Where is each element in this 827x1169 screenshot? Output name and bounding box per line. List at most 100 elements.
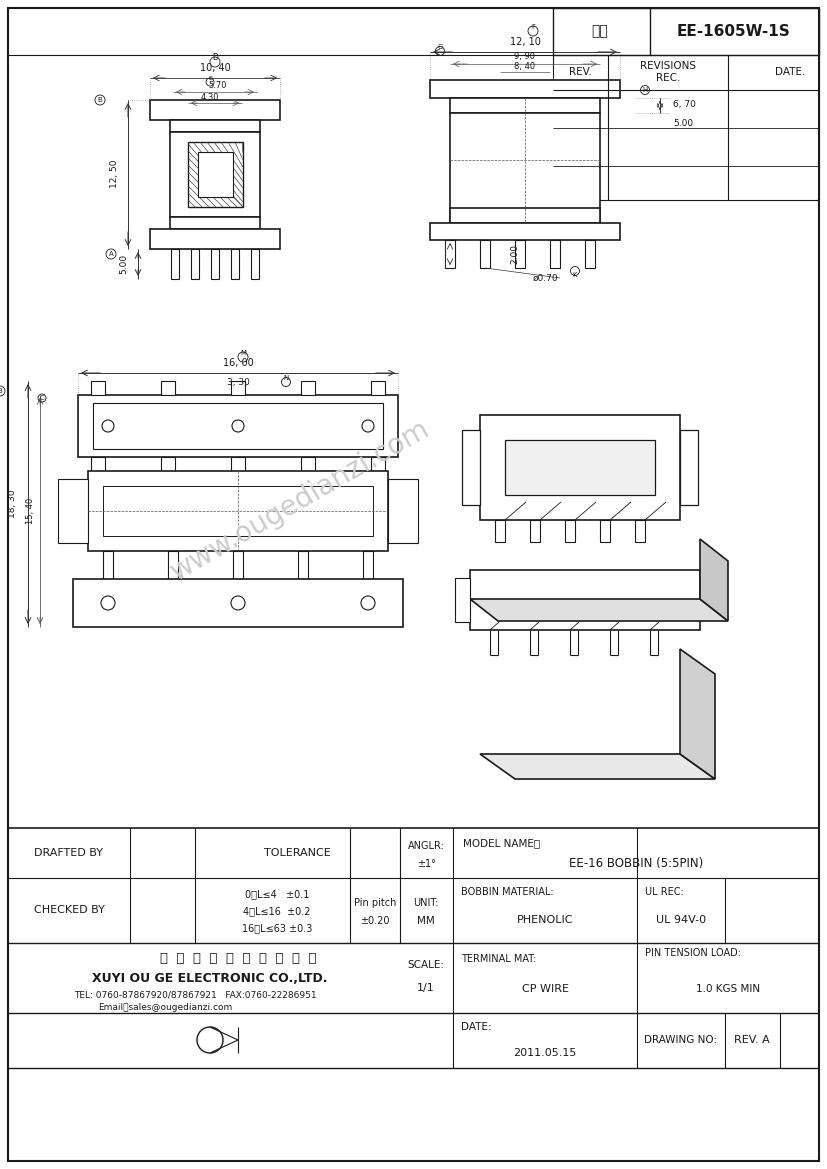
Bar bbox=[233, 551, 243, 579]
Text: www.ougedianzi.com: www.ougedianzi.com bbox=[165, 414, 434, 586]
Bar bbox=[430, 223, 620, 240]
Bar bbox=[530, 520, 540, 542]
Bar bbox=[198, 152, 233, 198]
Text: 旷  辇  欧  歌  电  子  有  限  公  司: 旷 辇 欧 歌 电 子 有 限 公 司 bbox=[160, 952, 316, 964]
Bar bbox=[515, 240, 525, 268]
Bar bbox=[231, 381, 245, 395]
Text: M: M bbox=[240, 350, 246, 357]
Bar bbox=[450, 208, 600, 223]
Bar bbox=[150, 101, 280, 120]
Bar bbox=[78, 395, 398, 457]
Text: MODEL NAME：: MODEL NAME： bbox=[463, 838, 540, 848]
Text: ±1°: ±1° bbox=[417, 859, 436, 869]
Text: 9, 90: 9, 90 bbox=[514, 53, 536, 62]
Bar bbox=[450, 98, 600, 113]
Bar bbox=[191, 249, 199, 279]
Text: TOLERANCE: TOLERANCE bbox=[264, 848, 330, 858]
Text: H: H bbox=[643, 87, 648, 94]
Text: 6, 70: 6, 70 bbox=[673, 101, 696, 110]
Text: DATE:: DATE: bbox=[461, 1022, 491, 1032]
Text: SCALE:: SCALE: bbox=[408, 960, 444, 970]
Text: PIN TENSION LOAD:: PIN TENSION LOAD: bbox=[645, 948, 741, 959]
Text: CP WIRE: CP WIRE bbox=[522, 984, 568, 994]
Bar bbox=[211, 249, 219, 279]
Text: DRAFTED BY: DRAFTED BY bbox=[35, 848, 103, 858]
Text: E: E bbox=[208, 76, 212, 81]
Bar bbox=[388, 479, 418, 542]
Text: D: D bbox=[212, 54, 218, 62]
Bar bbox=[480, 240, 490, 268]
Bar bbox=[430, 79, 620, 98]
Text: 3, 30: 3, 30 bbox=[227, 379, 250, 387]
Text: 8, 40: 8, 40 bbox=[514, 62, 536, 71]
Bar bbox=[445, 240, 455, 268]
Text: EE-16 BOBBIN (5:5PIN): EE-16 BOBBIN (5:5PIN) bbox=[569, 858, 703, 871]
Text: 4＜L≤16  ±0.2: 4＜L≤16 ±0.2 bbox=[243, 906, 311, 916]
Text: 5.00: 5.00 bbox=[673, 118, 693, 127]
Text: REVISIONS
REC.: REVISIONS REC. bbox=[640, 61, 696, 83]
Text: 2011.05.15: 2011.05.15 bbox=[514, 1047, 576, 1058]
Text: UL 94V-0: UL 94V-0 bbox=[656, 915, 706, 925]
Text: TERMINAL MAT:: TERMINAL MAT: bbox=[461, 954, 536, 964]
Text: Pin pitch: Pin pitch bbox=[354, 898, 396, 908]
Bar bbox=[150, 229, 280, 249]
Text: F: F bbox=[531, 25, 535, 30]
Bar bbox=[161, 457, 175, 471]
Bar bbox=[171, 249, 179, 279]
Text: ø0.70: ø0.70 bbox=[533, 274, 558, 283]
Bar bbox=[88, 471, 388, 551]
Bar bbox=[301, 457, 315, 471]
Bar bbox=[680, 430, 698, 505]
Polygon shape bbox=[680, 649, 715, 779]
Text: 1.0 KGS MIN: 1.0 KGS MIN bbox=[696, 984, 760, 994]
Bar bbox=[470, 570, 700, 630]
Bar bbox=[168, 551, 178, 579]
Text: 型号: 型号 bbox=[591, 25, 609, 39]
Text: REV. A: REV. A bbox=[734, 1035, 770, 1045]
Bar bbox=[91, 381, 105, 395]
Text: 10, 40: 10, 40 bbox=[199, 63, 231, 72]
Bar bbox=[103, 551, 113, 579]
Polygon shape bbox=[700, 539, 728, 621]
Text: 12, 50: 12, 50 bbox=[109, 160, 118, 188]
Text: EE-1605W-1S: EE-1605W-1S bbox=[676, 23, 790, 39]
Text: ANGLR:: ANGLR: bbox=[408, 841, 444, 851]
Bar bbox=[170, 120, 260, 132]
Text: 16, 00: 16, 00 bbox=[222, 358, 253, 368]
Text: CHECKED BY: CHECKED BY bbox=[34, 905, 104, 915]
Text: B: B bbox=[98, 97, 103, 103]
Text: REV.: REV. bbox=[569, 67, 591, 77]
Text: N: N bbox=[284, 375, 289, 381]
Bar bbox=[170, 132, 260, 217]
Text: ±0.20: ±0.20 bbox=[361, 916, 390, 926]
Text: K: K bbox=[573, 272, 577, 278]
Bar bbox=[550, 240, 560, 268]
Bar bbox=[170, 217, 260, 229]
Text: 0＜L≤4   ±0.1: 0＜L≤4 ±0.1 bbox=[245, 888, 309, 899]
Text: 2.00: 2.00 bbox=[510, 244, 519, 264]
Text: B: B bbox=[0, 388, 2, 394]
Bar bbox=[103, 486, 373, 537]
Text: 18, 30: 18, 30 bbox=[8, 490, 17, 518]
Bar bbox=[495, 520, 505, 542]
Bar bbox=[231, 249, 239, 279]
Polygon shape bbox=[480, 754, 715, 779]
Text: G: G bbox=[437, 44, 442, 50]
Bar bbox=[371, 381, 385, 395]
Text: XUYI OU GE ELECTRONIC CO.,LTD.: XUYI OU GE ELECTRONIC CO.,LTD. bbox=[93, 971, 327, 984]
Bar bbox=[565, 520, 575, 542]
Bar bbox=[363, 551, 373, 579]
Bar bbox=[251, 249, 259, 279]
Text: 4.30: 4.30 bbox=[201, 94, 219, 103]
Text: MM: MM bbox=[417, 916, 435, 926]
Text: 16＜L≤63 ±0.3: 16＜L≤63 ±0.3 bbox=[241, 924, 312, 933]
Text: 5.70: 5.70 bbox=[208, 81, 227, 90]
Bar bbox=[600, 520, 610, 542]
Text: 1/1: 1/1 bbox=[417, 983, 435, 992]
Bar bbox=[73, 579, 403, 627]
Bar bbox=[231, 457, 245, 471]
Bar bbox=[455, 577, 470, 622]
Text: DRAWING NO:: DRAWING NO: bbox=[644, 1035, 718, 1045]
Text: Email：sales@ougedianzi.com: Email：sales@ougedianzi.com bbox=[98, 1003, 232, 1011]
Bar bbox=[553, 8, 819, 55]
